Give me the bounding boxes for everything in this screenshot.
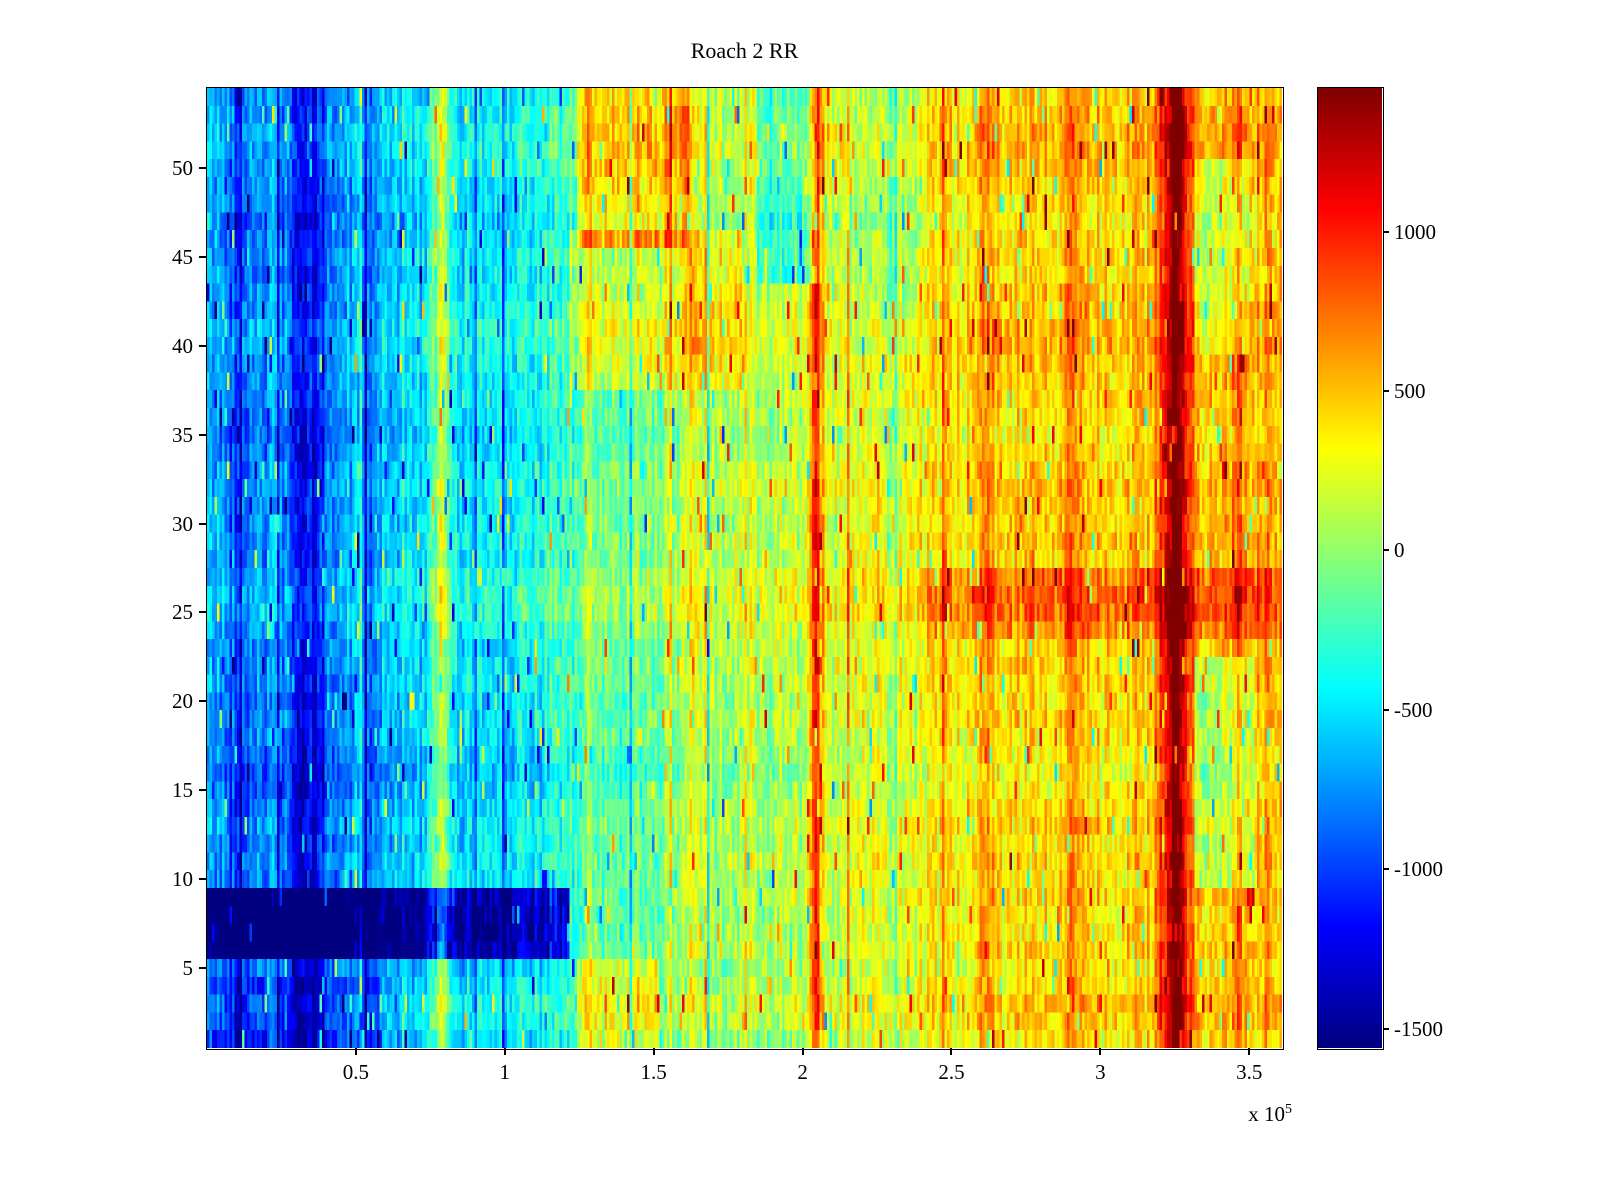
x-tick-label: 3 — [1095, 1060, 1106, 1084]
x-tick-label: 2 — [797, 1060, 808, 1084]
colorbar-tick-label: 500 — [1394, 378, 1426, 403]
y-tick-label: 30 — [172, 511, 193, 536]
colorbar-canvas — [1318, 88, 1382, 1048]
colorbar-tick-label: -500 — [1394, 697, 1433, 722]
y-tick-label: 35 — [172, 422, 193, 447]
y-tick-mark — [199, 344, 206, 347]
y-tick-label: 15 — [172, 778, 193, 803]
x-tick-mark — [801, 1048, 804, 1055]
x-tick-mark — [503, 1048, 506, 1055]
exponent-power: 5 — [1285, 1102, 1292, 1117]
colorbar-tick-mark — [1383, 389, 1389, 392]
y-tick-mark — [199, 700, 206, 703]
colorbar-frame — [1317, 87, 1384, 1050]
y-tick-label: 50 — [172, 156, 193, 180]
y-tick-label: 40 — [172, 333, 193, 358]
x-tick-mark — [950, 1048, 953, 1055]
y-tick-mark — [199, 167, 206, 169]
x-tick-label: 0.5 — [342, 1060, 370, 1084]
y-tick-label: 10 — [172, 867, 193, 892]
y-tick-label: 25 — [172, 600, 193, 625]
y-tick-mark — [199, 611, 206, 614]
y-tick-mark — [199, 967, 206, 969]
colorbar-tick-label: 0 — [1394, 538, 1405, 563]
x-tick-mark — [652, 1048, 655, 1055]
y-tick-mark — [199, 433, 206, 436]
x-tick-mark — [1248, 1048, 1251, 1055]
x-tick-label: 1 — [499, 1060, 511, 1084]
chart-title: Roach 2 RR — [690, 38, 799, 63]
colorbar-tick-mark — [1383, 868, 1389, 871]
y-tick-mark — [199, 255, 206, 258]
heatmap-canvas — [207, 88, 1282, 1048]
y-tick-label: 5 — [182, 956, 194, 980]
plot-frame — [206, 87, 1284, 1050]
x-tick-mark — [1099, 1048, 1102, 1055]
x-tick-label: 2.5 — [938, 1060, 965, 1084]
x-tick-label: 3.5 — [1236, 1060, 1263, 1084]
exponent-base: x 10 — [1248, 1102, 1285, 1126]
colorbar-tick-mark — [1383, 549, 1389, 552]
x-axis-exponent-label: x 105 — [1182, 1102, 1292, 1127]
colorbar-tick-label: -1500 — [1394, 1016, 1443, 1041]
colorbar-tick-mark — [1383, 708, 1389, 711]
x-tick-label: 1.5 — [640, 1060, 667, 1084]
y-tick-mark — [199, 878, 206, 881]
y-tick-label: 45 — [172, 244, 193, 269]
colorbar-tick-label: -1000 — [1394, 857, 1443, 882]
y-tick-label: 20 — [172, 689, 193, 714]
y-tick-mark — [199, 522, 206, 525]
x-tick-mark — [354, 1048, 357, 1055]
colorbar-tick-mark — [1383, 230, 1389, 233]
colorbar-tick-mark — [1383, 1027, 1389, 1030]
y-tick-mark — [199, 789, 206, 792]
colorbar-tick-label: 1000 — [1394, 219, 1436, 244]
